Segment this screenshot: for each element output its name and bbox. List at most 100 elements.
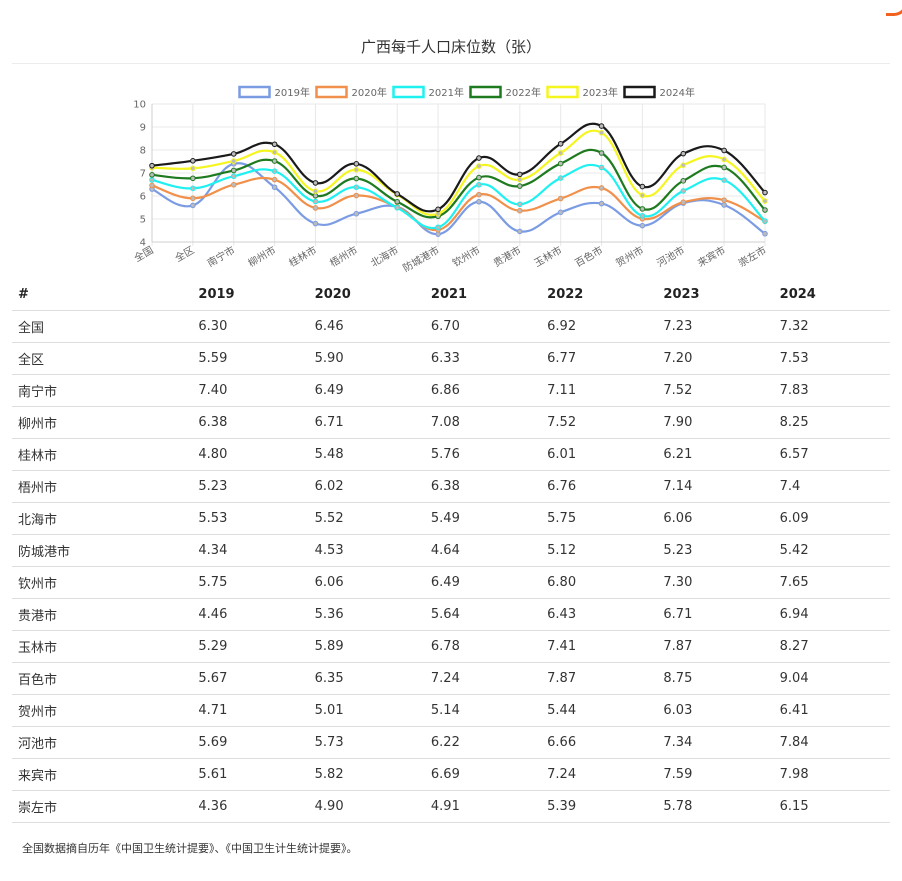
table-value-cell: 5.59 xyxy=(192,342,309,375)
table-row: 来宾市 5.61 5.82 6.69 7.24 7.59 7.98 xyxy=(12,758,890,791)
table-value-cell: 5.29 xyxy=(192,630,309,663)
table-value-cell: 6.43 xyxy=(541,598,658,631)
data-point xyxy=(598,185,605,191)
table-row: 钦州市 5.75 6.06 6.49 6.80 7.30 7.65 xyxy=(12,566,890,599)
table-value-cell: 6.22 xyxy=(424,726,542,759)
table-value-cell: 6.76 xyxy=(541,470,658,503)
legend-swatch xyxy=(392,85,425,99)
data-point xyxy=(190,158,196,164)
table-value-cell: 7.90 xyxy=(657,406,774,439)
table-value-cell: 7.53 xyxy=(773,342,890,375)
table-value-cell: 5.78 xyxy=(657,790,774,823)
table-value-cell: 7.08 xyxy=(424,406,542,439)
x-tick-label: 钦州市 xyxy=(450,243,482,269)
legend-label: 2023年 xyxy=(583,86,618,99)
legend-swatch xyxy=(546,85,579,99)
data-point xyxy=(230,158,237,164)
chart-title: 广西每千人口床位数（张） xyxy=(360,38,541,56)
table-value-cell: 6.94 xyxy=(773,598,890,631)
table-value-cell: 5.75 xyxy=(541,502,658,535)
data-point xyxy=(353,175,360,182)
data-point xyxy=(517,183,523,189)
x-tick-label: 河池市 xyxy=(654,243,686,269)
table-value-cell: 6.09 xyxy=(773,502,890,535)
y-tick-label: 7 xyxy=(140,169,146,180)
x-tick-label: 南宁市 xyxy=(205,243,237,269)
table-value-cell: 6.57 xyxy=(773,438,890,471)
table-region-cell: 百色市 xyxy=(12,662,193,695)
legend-label: 2020年 xyxy=(352,86,387,99)
data-point xyxy=(312,205,319,211)
table-value-cell: 6.35 xyxy=(308,662,425,695)
table-year-header: 2023 xyxy=(657,278,774,311)
data-point xyxy=(721,156,727,163)
data-point xyxy=(149,172,155,178)
data-point xyxy=(517,176,523,183)
y-tick-label: 4 xyxy=(140,238,146,249)
table-value-cell: 7.30 xyxy=(657,566,774,599)
table-value-cell: 6.21 xyxy=(657,438,774,471)
table-value-cell: 7.83 xyxy=(773,374,890,407)
table-row: 梧州市 5.23 6.02 6.38 6.76 7.14 7.4 xyxy=(12,470,890,503)
legend-swatch xyxy=(315,85,348,99)
x-tick-label: 防城港市 xyxy=(400,243,441,274)
table-value-cell: 6.06 xyxy=(308,566,425,599)
table-region-cell: 贺州市 xyxy=(12,694,193,727)
x-tick-label: 玉林市 xyxy=(532,243,564,269)
x-tick-label: 来宾市 xyxy=(695,243,727,269)
data-point xyxy=(476,155,482,161)
data-point xyxy=(476,198,482,205)
table-value-cell: 7.98 xyxy=(773,758,890,791)
data-point xyxy=(271,149,278,156)
table-value-cell: 5.01 xyxy=(308,694,425,727)
legend-swatch xyxy=(623,85,656,99)
data-point xyxy=(271,168,278,174)
data-point xyxy=(190,165,196,172)
table-region-cell: 崇左市 xyxy=(12,790,193,823)
data-point xyxy=(149,177,155,183)
table-value-cell: 6.01 xyxy=(541,438,658,471)
data-point xyxy=(639,183,646,190)
table-region-cell: 桂林市 xyxy=(12,438,193,471)
table-value-cell: 6.38 xyxy=(424,470,542,503)
data-point xyxy=(271,158,278,164)
footnote: 全国数据摘自历年《中国卫生统计提要》、《中国卫生计生统计提要》。 xyxy=(22,842,358,855)
table-value-cell: 4.36 xyxy=(192,790,309,823)
data-point xyxy=(517,201,523,208)
table-year-header: 2019 xyxy=(192,278,309,311)
data-point xyxy=(353,184,360,191)
table-value-cell: 4.90 xyxy=(308,790,425,823)
table-value-cell: 6.69 xyxy=(424,758,542,791)
data-point xyxy=(230,167,237,174)
table-value-cell: 7.4 xyxy=(773,470,890,503)
data-point xyxy=(598,123,605,129)
table-row: 贵港市 4.46 5.36 5.64 6.43 6.71 6.94 xyxy=(12,598,890,631)
data-point xyxy=(149,182,155,189)
table-value-cell: 7.32 xyxy=(773,310,890,343)
table-value-cell: 8.25 xyxy=(773,406,890,439)
table-corner-header: # xyxy=(12,278,193,311)
table-value-cell: 7.65 xyxy=(773,566,890,599)
data-point xyxy=(394,198,401,205)
corner-decoration xyxy=(886,0,902,16)
data-point xyxy=(721,202,727,208)
data-point xyxy=(762,218,768,224)
data-point xyxy=(598,164,605,171)
x-tick-label: 崇左市 xyxy=(736,243,768,269)
table-value-cell: 5.12 xyxy=(541,534,658,567)
y-tick-label: 8 xyxy=(140,146,146,157)
table-region-cell: 北海市 xyxy=(12,502,193,535)
table-value-cell: 7.84 xyxy=(773,726,890,759)
data-table: # 2019 2020 2021 2022 2023 2024 全国 6.30 6.46 6.7… xyxy=(12,278,890,823)
table-value-cell: 5.75 xyxy=(192,566,309,599)
table-value-cell: 5.90 xyxy=(308,342,425,375)
data-point xyxy=(190,185,196,192)
table-value-cell: 7.59 xyxy=(657,758,774,791)
data-point xyxy=(435,224,441,231)
data-point xyxy=(190,202,196,209)
data-point xyxy=(190,175,196,182)
data-point xyxy=(680,199,687,206)
table-year-header: 2021 xyxy=(424,278,542,311)
table-row: 桂林市 4.80 5.48 5.76 6.01 6.21 6.57 xyxy=(12,438,890,471)
x-tick-label: 贺州市 xyxy=(613,243,645,269)
